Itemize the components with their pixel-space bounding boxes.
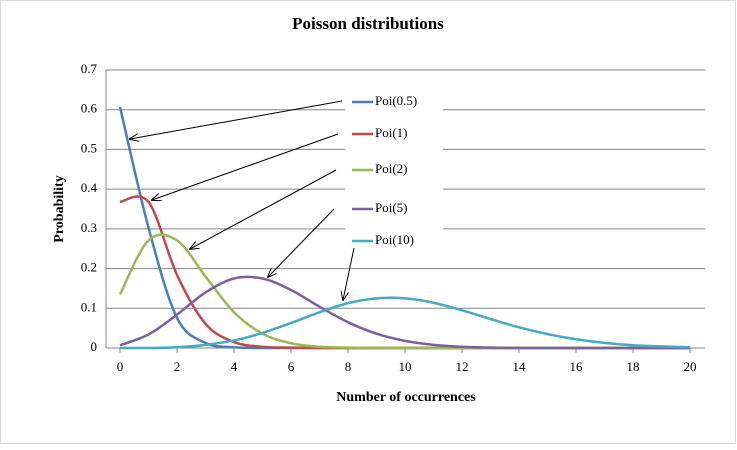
legend-label: Poi(1) [375, 125, 408, 140]
x-tick-label: 20 [684, 359, 697, 374]
series-line [119, 275, 690, 350]
x-axis-label: Number of occurrences [336, 390, 476, 405]
y-tick-label: 0 [91, 339, 98, 354]
y-tick-label: 0.6 [81, 101, 98, 116]
x-tick-label: 16 [570, 359, 584, 374]
y-tick-label: 0.3 [81, 220, 97, 235]
x-tick-label: 2 [174, 359, 181, 374]
x-tick-label: 4 [231, 359, 238, 374]
x-tick-label: 14 [513, 359, 527, 374]
legend-label: Poi(10) [375, 232, 414, 247]
y-tick-label: 0.5 [81, 140, 97, 155]
y-tick-label: 0.7 [81, 61, 98, 76]
y-tick-label: 0.4 [81, 180, 98, 195]
annotation-arrow [343, 247, 355, 300]
legend-background [345, 88, 443, 256]
legend-label: Poi(0.5) [375, 93, 417, 108]
y-tick-label: 0.2 [81, 260, 97, 275]
legend-label: Poi(5) [375, 200, 408, 215]
y-tick-label: 0.1 [81, 299, 97, 314]
x-tick-label: 6 [288, 359, 295, 374]
x-tick-label: 12 [456, 359, 469, 374]
x-tick-label: 0 [117, 359, 124, 374]
annotation-arrow [130, 100, 343, 139]
y-axis-label: Probability [52, 175, 67, 242]
annotation-arrow [152, 133, 339, 200]
x-tick-label: 18 [627, 359, 640, 374]
chart-title: Poisson distributions [292, 14, 444, 33]
annotation-arrow [268, 208, 335, 277]
legend-label: Poi(2) [375, 161, 408, 176]
annotation-arrow [190, 169, 337, 249]
series-line [119, 296, 691, 350]
x-tick-label: 8 [345, 359, 352, 374]
x-tick-label: 10 [399, 359, 412, 374]
